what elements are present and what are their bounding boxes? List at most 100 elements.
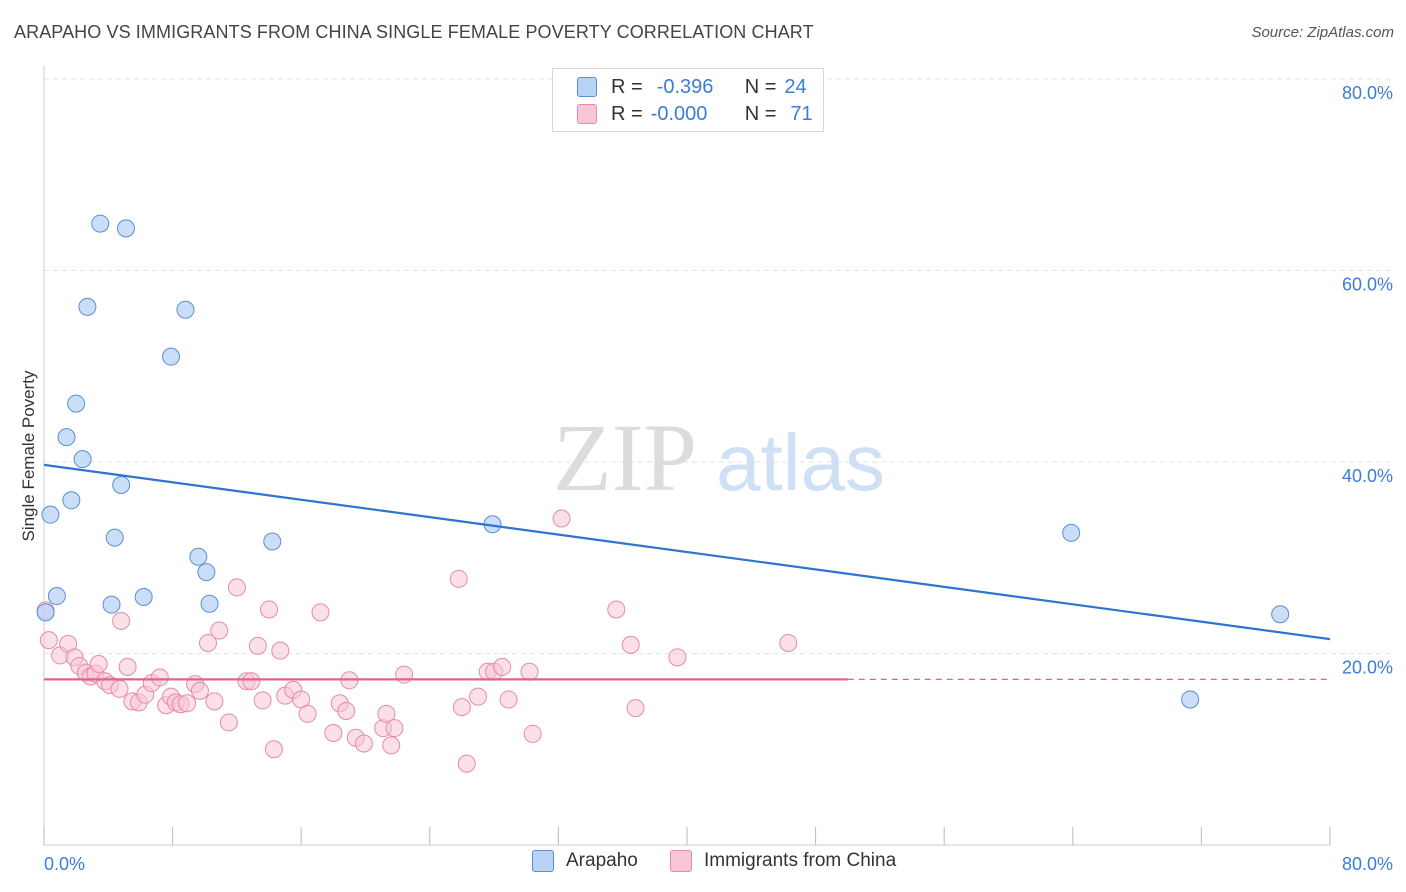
china-point bbox=[324, 723, 343, 742]
china-point bbox=[385, 719, 404, 738]
china-point bbox=[523, 724, 542, 743]
arapaho-point bbox=[73, 450, 92, 469]
arapaho-point bbox=[200, 594, 219, 613]
arapaho-point bbox=[36, 603, 55, 622]
china-point bbox=[89, 655, 108, 674]
china-point bbox=[520, 662, 539, 681]
arapaho-point bbox=[78, 297, 97, 316]
arapaho-point bbox=[176, 300, 195, 319]
r-label: R = bbox=[611, 102, 643, 125]
r-value: -0.000 bbox=[650, 102, 708, 125]
legend-item-china: Immigrants from China bbox=[670, 850, 896, 872]
axes bbox=[43, 66, 1331, 846]
arapaho-point bbox=[67, 394, 86, 413]
arapaho-point bbox=[1271, 605, 1290, 624]
watermark-atlas: atlas bbox=[716, 418, 885, 507]
china-point bbox=[264, 740, 283, 759]
y-tick-labels: 20.0% 40.0% 60.0% 80.0% bbox=[1342, 83, 1393, 678]
china-point bbox=[227, 578, 246, 597]
arapaho-point bbox=[116, 219, 135, 238]
china-point bbox=[457, 754, 476, 773]
arapaho-point bbox=[102, 595, 121, 614]
china-point bbox=[626, 699, 645, 718]
china-point bbox=[178, 694, 197, 713]
china-point bbox=[668, 648, 687, 667]
arapaho-swatch bbox=[577, 77, 597, 97]
y-tick-label: 80.0% bbox=[1342, 83, 1393, 103]
y-tick-label: 20.0% bbox=[1342, 658, 1393, 678]
x-tick-label: 0.0% bbox=[44, 854, 85, 874]
chart-title: ARAPAHO VS IMMIGRANTS FROM CHINA SINGLE … bbox=[14, 22, 814, 42]
china-swatch bbox=[670, 850, 692, 872]
china-point bbox=[118, 657, 137, 676]
china-point bbox=[205, 692, 224, 711]
china-swatch bbox=[577, 104, 597, 124]
x-tick-label: 80.0% bbox=[1342, 854, 1393, 874]
china-point bbox=[198, 633, 217, 652]
legend-label: Arapaho bbox=[566, 850, 638, 871]
r-value: -0.396 bbox=[656, 75, 714, 98]
china-point bbox=[271, 641, 290, 660]
china-point bbox=[377, 704, 396, 723]
china-point bbox=[607, 600, 626, 619]
china-point bbox=[110, 679, 129, 698]
china-point bbox=[219, 713, 238, 732]
y-tick-label: 40.0% bbox=[1342, 466, 1393, 486]
china-point bbox=[449, 569, 468, 588]
trend-lines bbox=[43, 463, 1331, 681]
arapaho-point bbox=[47, 587, 66, 606]
china-point bbox=[112, 611, 131, 630]
china-point bbox=[210, 621, 229, 640]
arapaho-point bbox=[134, 588, 153, 607]
watermark-zip: ZIP bbox=[553, 404, 697, 511]
china-point bbox=[242, 672, 261, 691]
n-value: 71 bbox=[790, 102, 813, 125]
china-point bbox=[469, 687, 488, 706]
china-point bbox=[150, 668, 169, 687]
arapaho-point bbox=[189, 547, 208, 566]
grid-lines bbox=[44, 78, 1392, 654]
source-note: Source: ZipAtlas.com bbox=[1251, 24, 1394, 41]
arapaho-point bbox=[105, 528, 124, 547]
china-point bbox=[311, 603, 330, 622]
arapaho-trend-line bbox=[43, 463, 1331, 641]
arapaho-point bbox=[161, 347, 180, 366]
r-label: R = bbox=[611, 75, 643, 98]
arapaho-point bbox=[41, 505, 60, 524]
china-point bbox=[395, 665, 414, 684]
y-axis-label: Single Female Poverty bbox=[19, 370, 38, 542]
china-point bbox=[493, 657, 512, 676]
china-point bbox=[190, 681, 209, 700]
arapaho-point bbox=[57, 428, 76, 447]
china-point bbox=[337, 701, 356, 720]
arapaho-point bbox=[112, 475, 131, 494]
arapaho-point bbox=[62, 491, 81, 510]
china-point bbox=[253, 691, 272, 710]
watermark: ZIP atlas bbox=[553, 404, 885, 511]
stats-legend: R = -0.396 N = 24 R = -0.000 N = 71 bbox=[552, 68, 824, 132]
china-point bbox=[248, 636, 267, 655]
china-point bbox=[298, 704, 317, 723]
n-label: N = bbox=[744, 102, 777, 125]
series-china-points bbox=[36, 509, 798, 773]
y-tick-label: 60.0% bbox=[1342, 275, 1393, 295]
china-point bbox=[779, 633, 798, 652]
n-label: N = bbox=[744, 75, 777, 98]
legend-item-arapaho: Arapaho bbox=[532, 850, 638, 872]
series-arapaho-points bbox=[36, 214, 1290, 709]
china-point bbox=[354, 734, 373, 753]
arapaho-point bbox=[1062, 523, 1081, 542]
arapaho-point bbox=[1181, 690, 1200, 709]
china-point bbox=[382, 736, 401, 755]
legend-label: Immigrants from China bbox=[704, 850, 897, 871]
legend-row-arapaho: R = -0.396 N = 24 bbox=[577, 74, 807, 100]
china-point bbox=[499, 690, 518, 709]
arapaho-point bbox=[91, 214, 110, 233]
china-point bbox=[552, 509, 571, 528]
china-point bbox=[621, 635, 640, 654]
arapaho-swatch bbox=[532, 850, 554, 872]
china-point bbox=[452, 698, 471, 717]
legend-row-china: R = -0.000 N = 71 bbox=[577, 101, 813, 127]
n-value: 24 bbox=[784, 75, 807, 98]
